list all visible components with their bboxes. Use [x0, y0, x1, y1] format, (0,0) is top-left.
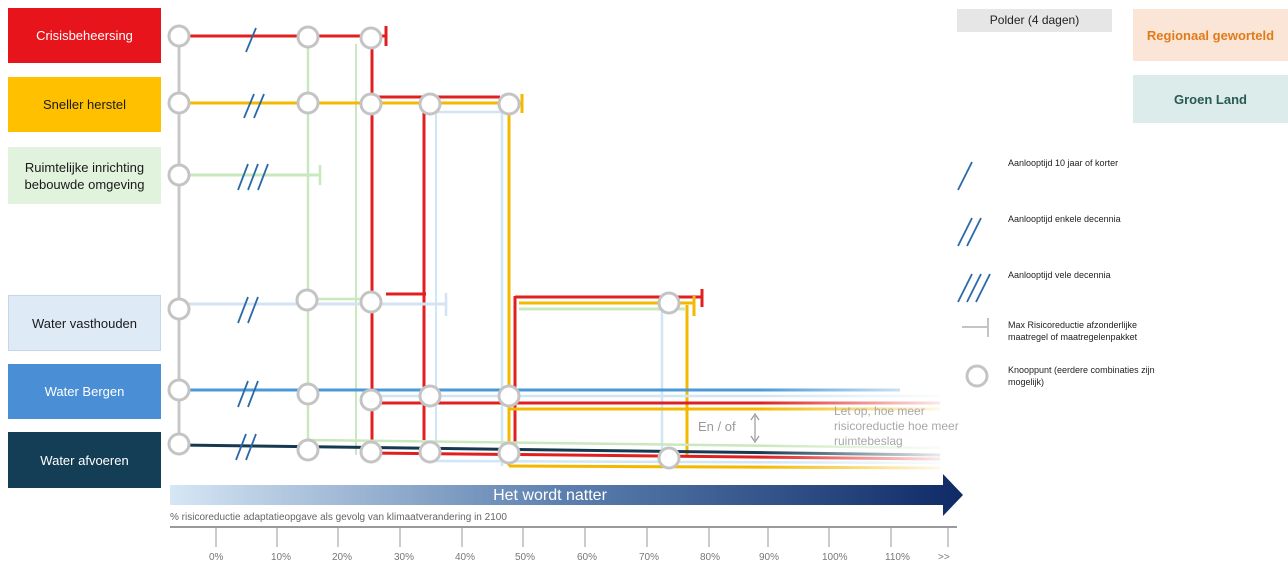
en-of-label: En / of [698, 419, 736, 434]
legend-symbols [957, 161, 991, 303]
axis-tick-label: 60% [577, 552, 598, 563]
legend-short-text: Aanlooptijd 10 jaar of korter [1008, 158, 1119, 168]
axis-tick-label: 80% [700, 552, 721, 563]
legend-long-text: Aanlooptijd vele decennia [1008, 270, 1111, 280]
fade-overlay [760, 380, 960, 475]
label-crisisbeheersing: Crisisbeheersing [8, 8, 161, 63]
axis-caption: % risicoreductie adaptatieopgave als gev… [170, 512, 507, 523]
label-sneller-herstel: Sneller herstel [8, 77, 161, 132]
en-of-arrow [750, 412, 760, 444]
axis-tick-label: 50% [515, 552, 536, 563]
axis-ticks [215, 528, 949, 547]
axis-tick-label: 10% [271, 552, 292, 563]
label-ruimtelijke-inrichting: Ruimtelijke inrichting bebouwde omgeving [8, 147, 161, 204]
axis-tick-label: 70% [639, 552, 660, 563]
axis-tick-label: >> [938, 552, 950, 563]
hatch-marks [235, 27, 269, 461]
legend-max-text: Max Risicoreductie afzonderlijke maatreg… [1008, 320, 1138, 342]
label-water-afvoeren: Water afvoeren [8, 432, 161, 488]
groen-land-box: Groen Land [1133, 75, 1288, 123]
axis-tick-label: 100% [822, 552, 848, 563]
polder-box: Polder (4 dagen) [957, 9, 1112, 32]
axis-tick-label: 0% [209, 552, 224, 563]
legend-max-symbol [962, 318, 989, 337]
regionaal-geworteld-box: Regionaal geworteld [1133, 9, 1288, 61]
axis-tick-label: 90% [759, 552, 780, 563]
axis-tick-label: 40% [455, 552, 476, 563]
label-water-vasthouden: Water vasthouden [8, 295, 161, 351]
axis-tick-label: 110% [885, 552, 910, 563]
legend-node-text: Knooppunt (eerdere combinaties zijn moge… [1008, 365, 1155, 387]
natter-arrow [170, 474, 963, 516]
ruimtebeslag-note: Let op, hoe meer risicoreductie hoe meer… [834, 404, 959, 448]
natter-arrow-label: Het wordt natter [493, 486, 607, 504]
nodes [167, 24, 681, 470]
legend-node-symbol [965, 364, 989, 388]
label-water-bergen: Water Bergen [8, 364, 161, 419]
axis-tick-label: 20% [332, 552, 353, 563]
legend-medium-text: Aanlooptijd enkele decennia [1008, 214, 1121, 224]
axis-tick-label: 30% [394, 552, 415, 563]
